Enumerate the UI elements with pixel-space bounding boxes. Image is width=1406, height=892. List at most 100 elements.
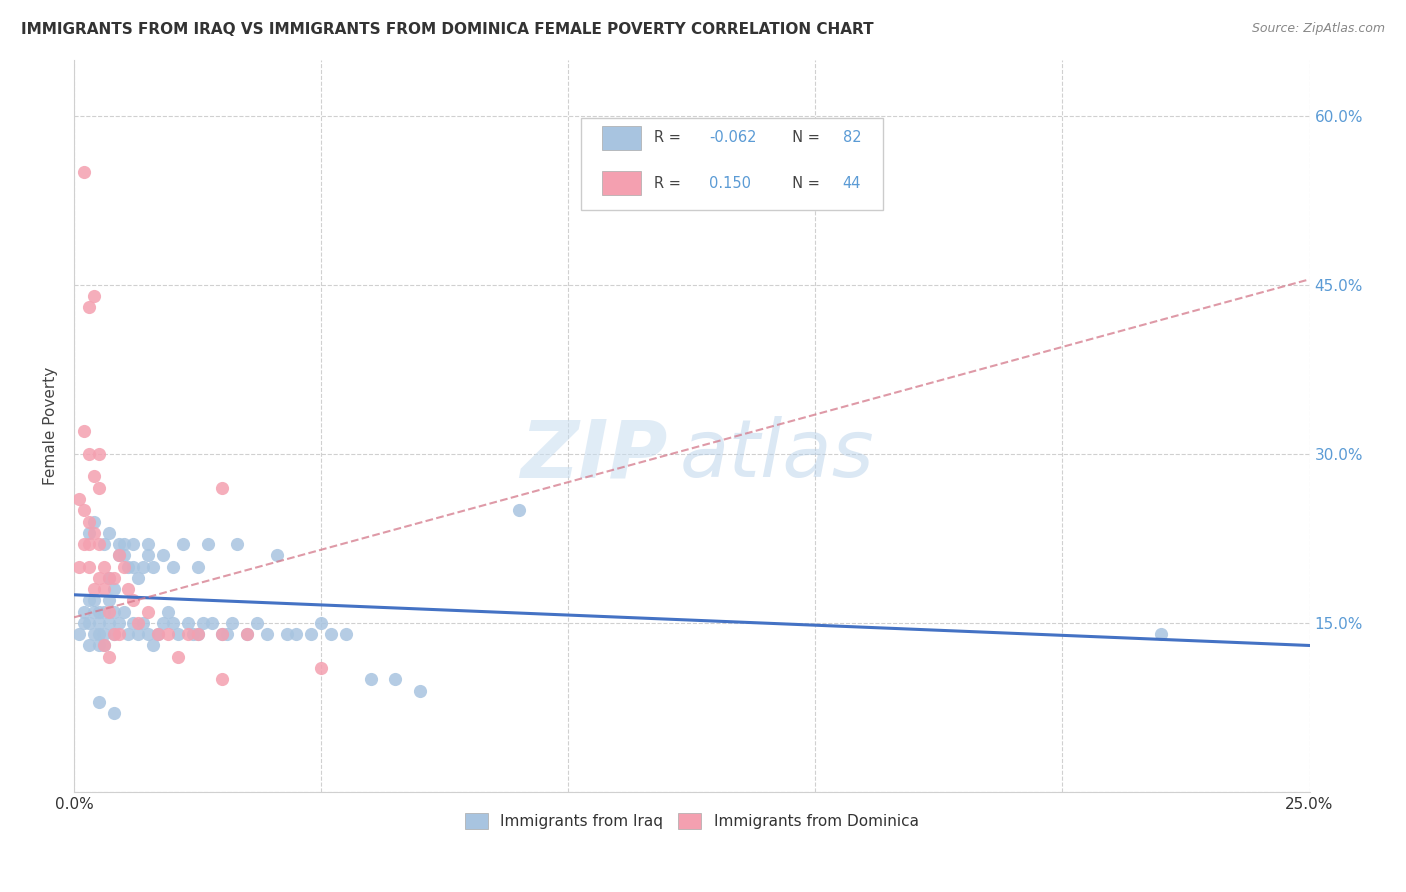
Point	[77, 515, 100, 529]
Point	[77, 559, 100, 574]
Point	[201, 615, 224, 630]
Point	[335, 627, 357, 641]
Point	[87, 605, 110, 619]
Point	[93, 639, 115, 653]
Point	[246, 615, 269, 630]
Point	[77, 615, 100, 630]
Point	[146, 627, 169, 641]
Point	[112, 559, 135, 574]
Point	[83, 289, 105, 303]
Point	[107, 549, 129, 563]
Point	[73, 615, 96, 630]
Point	[1150, 627, 1173, 641]
Point	[187, 627, 209, 641]
Point	[117, 582, 139, 596]
Point	[136, 605, 159, 619]
Point	[87, 481, 110, 495]
Y-axis label: Female Poverty: Female Poverty	[44, 367, 58, 485]
Text: 0.150: 0.150	[709, 176, 751, 191]
Point	[217, 627, 239, 641]
Point	[136, 549, 159, 563]
Point	[266, 549, 288, 563]
Point	[97, 571, 120, 585]
Point	[127, 615, 149, 630]
Point	[73, 425, 96, 439]
Point	[83, 515, 105, 529]
Point	[93, 582, 115, 596]
Point	[67, 491, 90, 506]
Point	[73, 605, 96, 619]
Point	[236, 627, 259, 641]
Point	[122, 559, 145, 574]
Point	[73, 165, 96, 179]
Point	[211, 673, 233, 687]
Point	[73, 503, 96, 517]
Point	[93, 537, 115, 551]
Point	[177, 627, 200, 641]
Text: R =: R =	[654, 176, 685, 191]
Text: N =: N =	[783, 130, 825, 145]
Point	[132, 615, 155, 630]
Point	[152, 615, 174, 630]
Point	[191, 615, 214, 630]
Point	[112, 537, 135, 551]
Text: ZIP: ZIP	[520, 416, 666, 494]
Point	[226, 537, 249, 551]
Point	[103, 627, 125, 641]
Point	[309, 615, 332, 630]
Point	[93, 559, 115, 574]
Point	[97, 649, 120, 664]
Point	[221, 615, 243, 630]
Point	[136, 537, 159, 551]
Legend: Immigrants from Iraq, Immigrants from Dominica: Immigrants from Iraq, Immigrants from Do…	[458, 807, 925, 836]
Point	[187, 627, 209, 641]
Point	[93, 627, 115, 641]
Point	[319, 627, 342, 641]
Point	[122, 537, 145, 551]
Point	[77, 447, 100, 461]
Point	[162, 559, 184, 574]
Point	[73, 537, 96, 551]
Point	[103, 605, 125, 619]
Point	[103, 627, 125, 641]
Point	[285, 627, 308, 641]
Point	[152, 549, 174, 563]
Point	[83, 605, 105, 619]
Point	[77, 639, 100, 653]
Point	[276, 627, 298, 641]
Point	[97, 605, 120, 619]
Point	[97, 525, 120, 540]
Point	[97, 571, 120, 585]
Point	[156, 605, 179, 619]
Point	[167, 649, 190, 664]
Point	[87, 571, 110, 585]
Point	[167, 627, 190, 641]
Point	[384, 673, 406, 687]
Point	[117, 627, 139, 641]
Point	[67, 559, 90, 574]
Point	[146, 627, 169, 641]
Point	[97, 593, 120, 607]
Point	[87, 639, 110, 653]
Point	[87, 627, 110, 641]
Point	[299, 627, 322, 641]
Point	[77, 301, 100, 315]
Point	[508, 503, 530, 517]
Point	[67, 627, 90, 641]
FancyBboxPatch shape	[602, 171, 641, 195]
Point	[103, 582, 125, 596]
Point	[211, 627, 233, 641]
Point	[83, 469, 105, 483]
Point	[83, 525, 105, 540]
Point	[77, 593, 100, 607]
Point	[87, 447, 110, 461]
Point	[107, 537, 129, 551]
Text: R =: R =	[654, 130, 685, 145]
Point	[156, 627, 179, 641]
Point	[172, 537, 194, 551]
Point	[83, 593, 105, 607]
Point	[97, 615, 120, 630]
Point	[83, 582, 105, 596]
Point	[103, 571, 125, 585]
Point	[77, 525, 100, 540]
